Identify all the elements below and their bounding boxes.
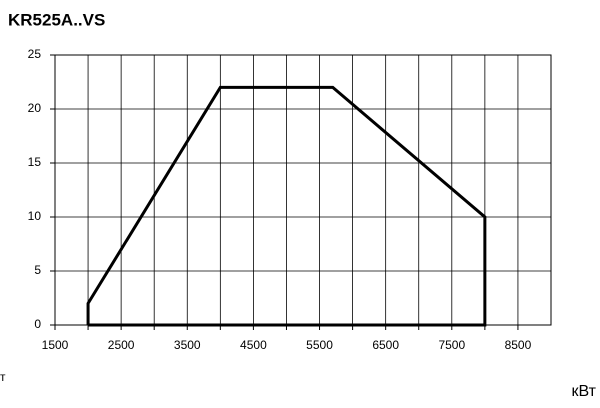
plot-frame xyxy=(54,54,552,326)
x-tick-label: 6500 xyxy=(372,338,399,352)
y-axis-label: т xyxy=(0,370,6,384)
y-tick-label: 25 xyxy=(28,47,42,61)
x-tick-label: 2500 xyxy=(108,338,135,352)
x-tick-label: 3500 xyxy=(174,338,201,352)
x-tick-label: 8500 xyxy=(505,338,532,352)
x-tick-label: 4500 xyxy=(240,338,267,352)
y-tick-label: 10 xyxy=(28,209,42,223)
y-tick-label: 20 xyxy=(28,101,42,115)
x-tick-label: 1500 xyxy=(42,338,69,352)
x-tick-label: 5500 xyxy=(306,338,333,352)
y-tick-label: 5 xyxy=(34,263,41,277)
chart-title: KR525A..VS xyxy=(8,10,105,29)
series-line xyxy=(86,85,487,327)
y-tick-label: 0 xyxy=(34,317,41,331)
x-axis-label: кВт xyxy=(572,383,597,400)
x-tick-label: 7500 xyxy=(438,338,465,352)
y-tick-label: 15 xyxy=(28,155,42,169)
